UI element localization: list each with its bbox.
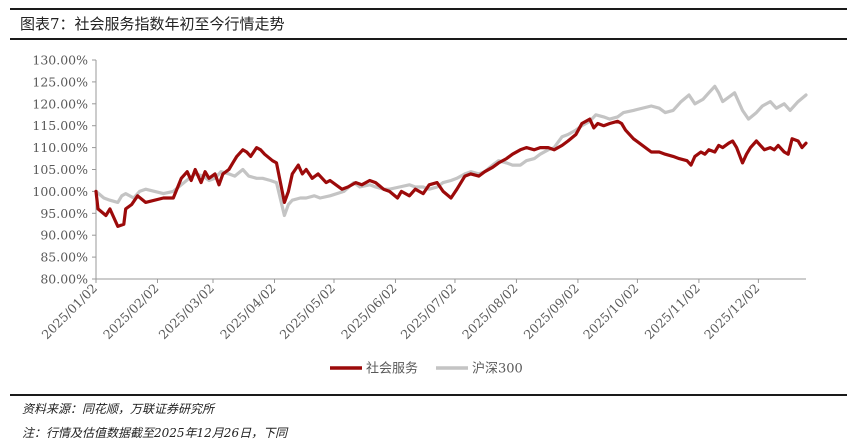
legend-label-social-services: 社会服务 [366, 361, 418, 377]
y-tick-label: 100.00% [32, 184, 88, 199]
legend-label-csi300: 沪深300 [472, 361, 523, 377]
y-tick-label: 110.00% [32, 140, 88, 155]
bottom-rule [10, 394, 847, 396]
y-tick-label: 85.00% [40, 250, 88, 265]
source-text: 资料来源：同花顺，万联证券研究所 [22, 402, 215, 416]
chart: 130.00% 125.00% 120.00% 115.00% 110.00% 105.0… [0, 44, 862, 394]
y-tick-label: 95.00% [40, 206, 88, 221]
x-tick-label: 2025/08/02 [459, 281, 521, 343]
y-tick-label: 80.00% [40, 272, 88, 287]
y-tick-label: 90.00% [40, 228, 88, 243]
x-tick-label: 2025/11/02 [641, 281, 703, 343]
x-tick-label: 2025/12/02 [701, 281, 763, 343]
x-tick-label: 2025/04/02 [217, 281, 279, 343]
chart-svg: 130.00% 125.00% 120.00% 115.00% 110.00% 105.0… [32, 53, 808, 377]
figure-title: 图表7：社会服务指数年初至今行情走势 [20, 15, 285, 33]
y-tick-label: 125.00% [32, 74, 88, 89]
x-tick-label: 2025/02/02 [100, 281, 162, 343]
x-tick-label: 2025/07/02 [398, 281, 460, 343]
y-tick-label: 130.00% [32, 53, 88, 68]
top-rule [10, 8, 847, 10]
x-tick-label: 2025/03/02 [156, 281, 218, 343]
x-tick-label: 2025/06/02 [338, 281, 400, 343]
series-line-social-services [94, 117, 808, 228]
y-tick-label: 120.00% [32, 96, 88, 111]
x-tick-label: 2025/05/02 [277, 281, 339, 343]
y-tick-label: 105.00% [32, 162, 88, 177]
x-tick-label: 2025/10/02 [580, 281, 642, 343]
x-tick-label: 2025/09/02 [520, 281, 582, 343]
title-rule [10, 38, 847, 40]
x-tick-label: 2025/01/02 [39, 281, 101, 343]
y-tick-label: 115.00% [32, 118, 88, 133]
